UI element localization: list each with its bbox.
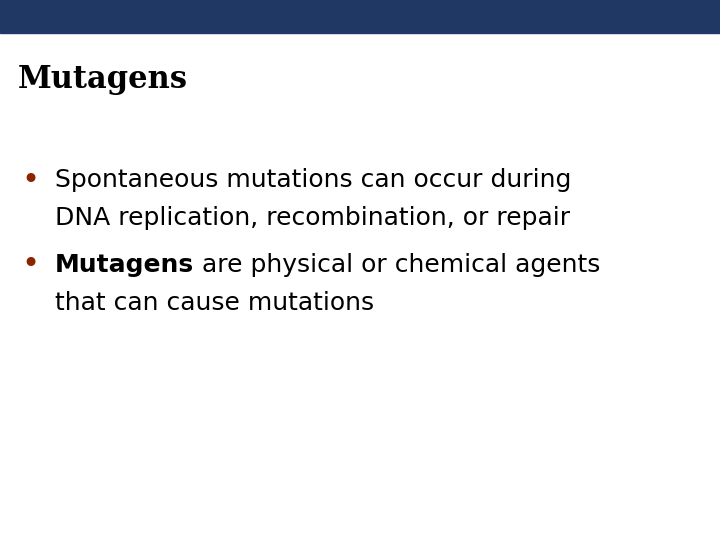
Text: •: • (21, 251, 39, 280)
Text: are physical or chemical agents: are physical or chemical agents (194, 253, 600, 277)
Bar (0, 0, 720, 33)
Text: DNA replication, recombination, or repair: DNA replication, recombination, or repai… (55, 206, 570, 230)
Text: Spontaneous mutations can occur during: Spontaneous mutations can occur during (55, 168, 572, 192)
Text: that can cause mutations: that can cause mutations (55, 291, 374, 315)
Text: Mutagens: Mutagens (55, 253, 194, 277)
Text: Mutagens: Mutagens (18, 64, 188, 95)
Text: •: • (21, 165, 39, 194)
